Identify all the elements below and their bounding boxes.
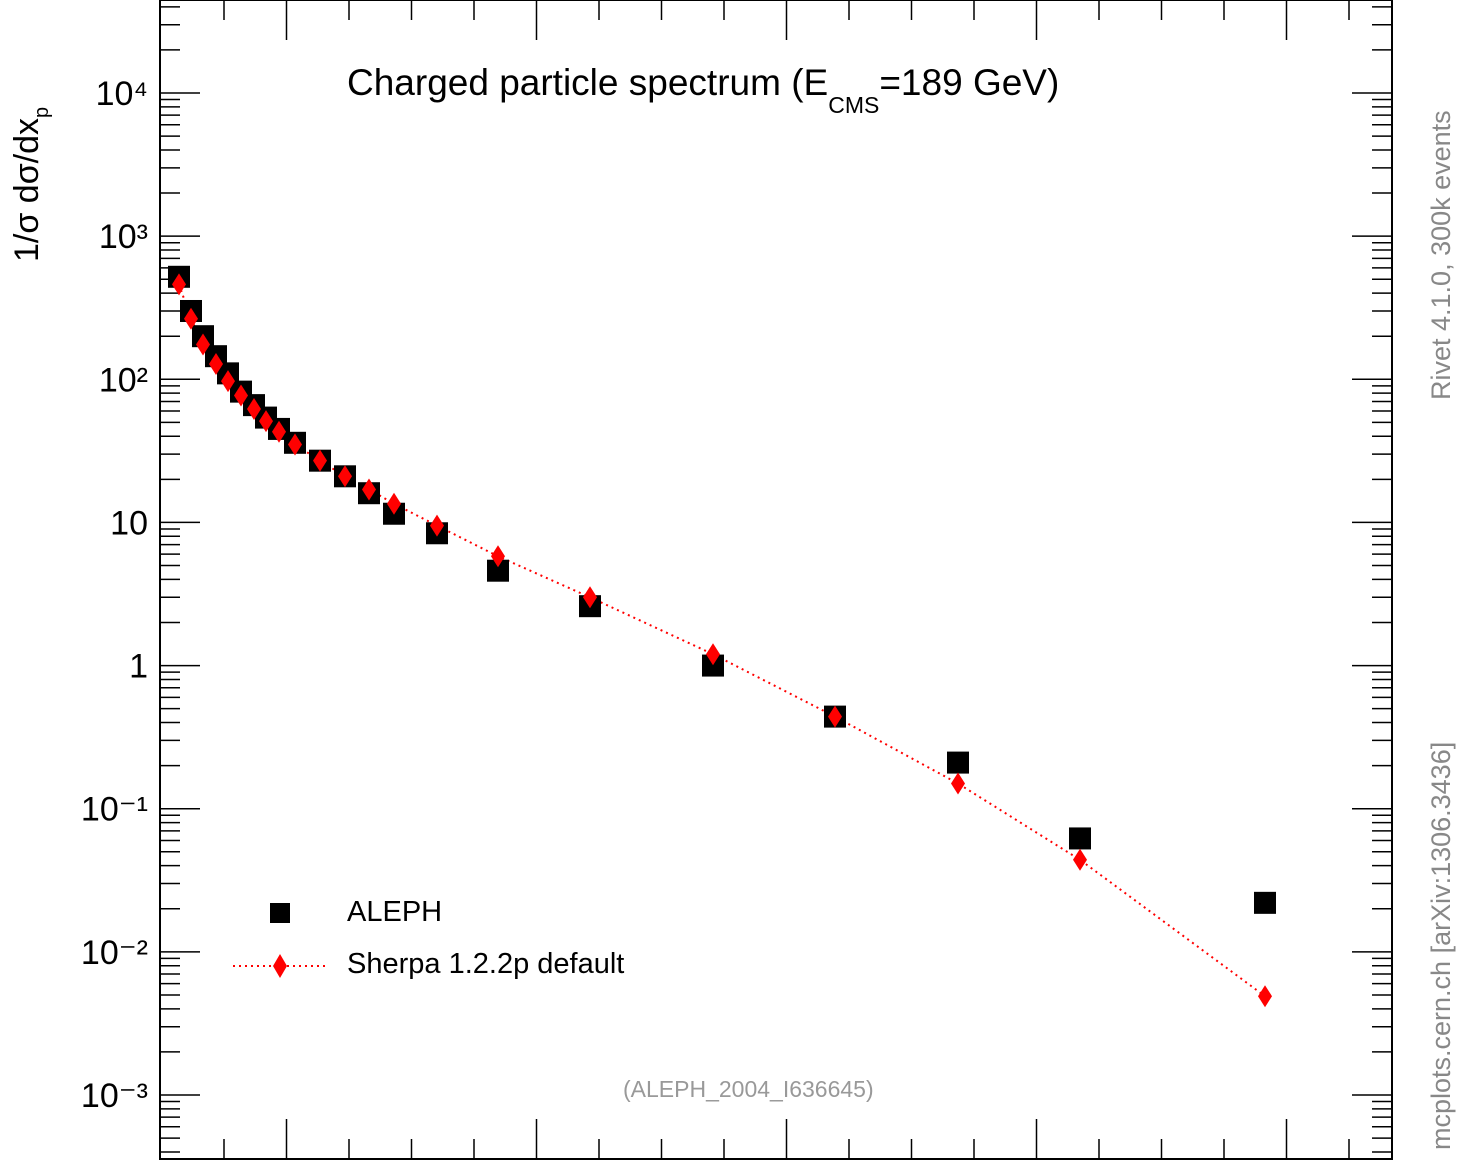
y-tick-label: 10⁻² bbox=[81, 934, 148, 972]
data-markers bbox=[168, 265, 1276, 1008]
sherpa-point bbox=[196, 333, 210, 356]
sherpa-point bbox=[288, 433, 302, 456]
sherpa-point bbox=[362, 478, 376, 501]
sherpa-point bbox=[583, 586, 597, 609]
sherpa-point bbox=[209, 352, 223, 375]
sherpa-point bbox=[184, 307, 198, 330]
sherpa-point bbox=[172, 273, 186, 296]
sherpa-line bbox=[178, 284, 1266, 998]
sherpa-point bbox=[387, 492, 401, 515]
aleph-point bbox=[487, 559, 509, 582]
chart-title: Charged particle spectrum (ECMS=189 GeV) bbox=[347, 62, 1060, 118]
y-tick-label: 10⁻³ bbox=[81, 1077, 148, 1115]
y-tick-label: 10³ bbox=[99, 218, 148, 256]
axis-ticks bbox=[160, 0, 1392, 1159]
sherpa-point bbox=[338, 465, 352, 488]
legend-marker-aleph bbox=[270, 903, 290, 923]
legend-marker-sherpa bbox=[273, 954, 287, 978]
aleph-point bbox=[1254, 891, 1276, 914]
sherpa-point bbox=[1073, 848, 1087, 871]
sherpa-point bbox=[221, 370, 235, 393]
sherpa-point bbox=[706, 643, 720, 666]
y-tick-label: 10⁻¹ bbox=[81, 791, 148, 829]
y-tick-label: 1 bbox=[129, 648, 148, 686]
aleph-point bbox=[1069, 827, 1091, 850]
sherpa-point bbox=[828, 705, 842, 728]
legend bbox=[233, 903, 327, 978]
sherpa-point bbox=[491, 545, 505, 568]
plot-frame bbox=[159, 0, 1393, 1160]
sherpa-point bbox=[247, 398, 261, 421]
sherpa-point bbox=[430, 514, 444, 537]
y-tick-label: 10⁴ bbox=[96, 75, 148, 113]
y-tick-label: 10² bbox=[99, 361, 148, 399]
sherpa-point bbox=[234, 384, 248, 407]
sherpa-point bbox=[272, 420, 286, 443]
aleph-point bbox=[947, 751, 969, 774]
y-tick-labels: 10⁴ 10³ 10² 10 1 10⁻¹ 10⁻² 10⁻³ bbox=[81, 75, 148, 1115]
sherpa-point bbox=[1258, 985, 1272, 1008]
side-text-mcplots: mcplots.cern.ch [arXiv:1306.3436] bbox=[1426, 741, 1456, 1150]
legend-label-aleph: ALEPH bbox=[347, 896, 443, 928]
side-text-rivet: Rivet 4.1.0, 300k events bbox=[1426, 110, 1456, 400]
sherpa-point bbox=[259, 410, 273, 433]
analysis-tag: (ALEPH_2004_I636645) bbox=[623, 1076, 874, 1102]
y-axis-label: 1/σ dσ/dxp bbox=[8, 106, 53, 262]
sherpa-point bbox=[313, 449, 327, 472]
aleph-point bbox=[702, 654, 724, 677]
sherpa-point bbox=[951, 772, 965, 795]
y-tick-label: 10 bbox=[110, 504, 148, 542]
legend-label-sherpa: Sherpa 1.2.2p default bbox=[347, 948, 625, 980]
sherpa-series-line bbox=[178, 284, 1266, 998]
